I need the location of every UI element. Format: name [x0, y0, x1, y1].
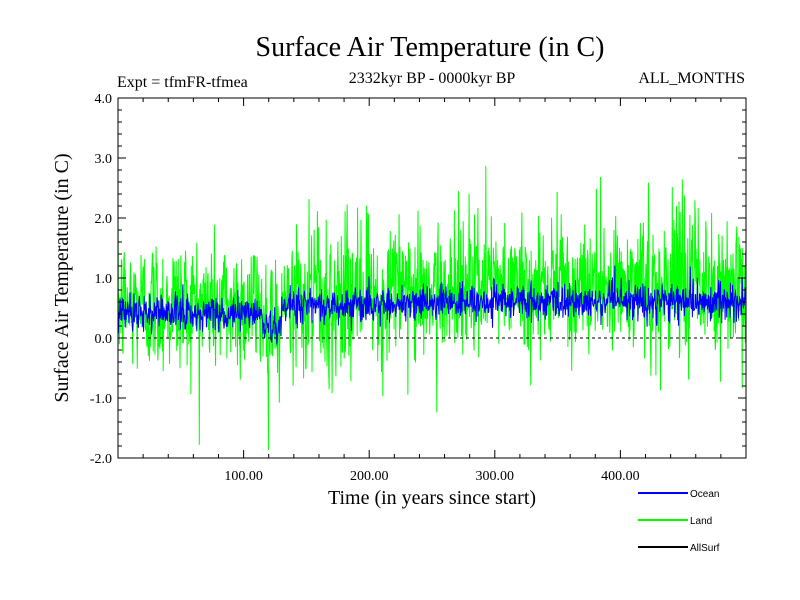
x-tick-label: 400.00: [601, 469, 640, 484]
y-tick-label: 0.0: [95, 332, 113, 347]
legend-label-land: Land: [690, 516, 712, 527]
chart-subtitle-right: ALL_MONTHS: [638, 70, 745, 87]
chart-title: Surface Air Temperature (in C): [256, 32, 605, 63]
legend-label-ocean: Ocean: [690, 489, 719, 500]
legend: Ocean Land AllSurf: [638, 489, 720, 554]
y-tick-label: 2.0: [95, 212, 113, 227]
y-tick-label: 1.0: [95, 272, 113, 287]
x-tick-label: 300.00: [476, 469, 515, 484]
x-tick-label: 200.00: [350, 469, 389, 484]
y-axis-title: Surface Air Temperature (in C): [51, 153, 73, 402]
y-tick-label: 4.0: [95, 92, 113, 107]
chart-subtitle-left: Expt = tfmFR-tfmea: [117, 74, 248, 91]
y-axis: -2.0 -1.0 0.0 1.0 2.0 3.0 4.0: [90, 92, 746, 467]
legend-label-allsurf: AllSurf: [690, 543, 720, 554]
x-tick-label: 100.00: [224, 469, 263, 484]
y-tick-label: -1.0: [90, 392, 112, 407]
y-tick-label: 3.0: [95, 152, 113, 167]
series-line-ocean: [118, 265, 746, 345]
x-axis: 100.00 200.00 300.00 400.00: [142, 98, 722, 484]
y-tick-label: -2.0: [90, 452, 112, 467]
chart-subtitle-center: 2332kyr BP - 0000kyr BP: [349, 70, 516, 87]
x-axis-title: Time (in years since start): [328, 487, 536, 509]
series-layer: [118, 165, 746, 450]
